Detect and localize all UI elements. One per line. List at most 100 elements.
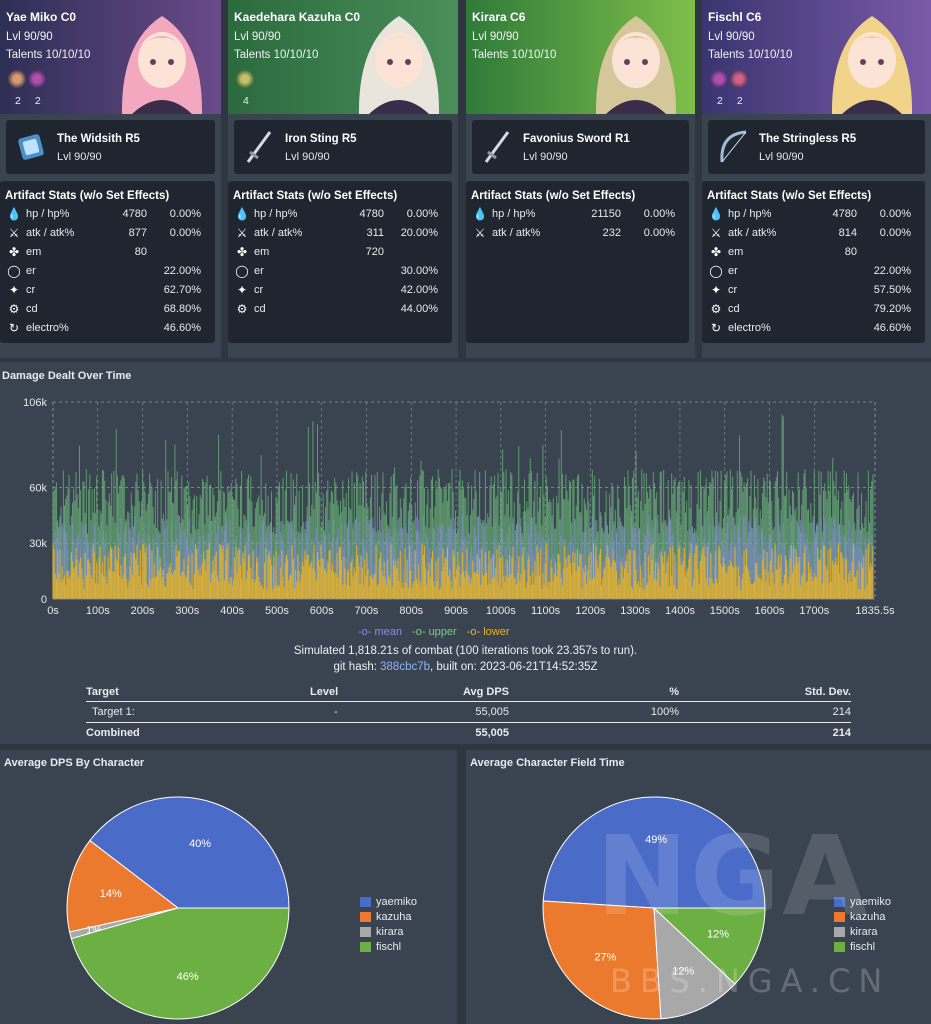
- artifact-set-count: 2: [34, 95, 41, 107]
- character-header: Kaedehara Kazuha C0 Lvl 90/90 Talents 10/1…: [228, 0, 458, 114]
- stat-row-hphp: 💧 hp / hp% 4780 0.00%: [708, 205, 919, 223]
- legend-label: kazuha: [376, 910, 412, 923]
- pie-slice-fischl: [70, 907, 290, 1020]
- character-portrait: [595, 16, 677, 114]
- stat-row-atkatk: ⚔ atk / atk% 232 0.00%: [472, 224, 683, 242]
- hp-drop-icon: 💧: [472, 207, 488, 221]
- weapon-name: Favonius Sword R1: [523, 133, 630, 145]
- legend-upper[interactable]: -o- upper: [412, 626, 457, 638]
- x-tick-label: 200s: [131, 605, 155, 617]
- character-portrait: [358, 16, 440, 114]
- pie-legend-item[interactable]: yaemiko: [834, 894, 891, 909]
- stat-row-er: ◯ er 22.00%: [6, 262, 209, 280]
- stat-row-hphp: 💧 hp / hp% 21150 0.00%: [472, 205, 683, 223]
- stat-label: er: [254, 265, 264, 277]
- stat-flat-value: 21150: [591, 208, 621, 220]
- stat-percent-value: 22.00%: [873, 265, 911, 277]
- character-column-1: Yae Miko C0 Lvl 90/90 Talents 10/10/10 2 2 Th…: [0, 0, 221, 358]
- pie-legend-item[interactable]: fischl: [360, 939, 417, 954]
- pie-slice-kirara: [653, 906, 736, 1020]
- pie-slice-kazuha: [542, 900, 662, 1020]
- stat-row-em: ✤ em 80: [708, 243, 919, 261]
- git-info: git hash: 388cbc7b, built on: 2023-06-21…: [0, 661, 931, 673]
- damage-chart-legend: -o- mean -o- upper -o- lower: [358, 626, 510, 638]
- pie-legend-item[interactable]: kirara: [834, 924, 891, 939]
- pie-legend-item[interactable]: kazuha: [360, 909, 417, 924]
- pie-legend-item[interactable]: kazuha: [834, 909, 891, 924]
- pie-legend-item[interactable]: kirara: [360, 924, 417, 939]
- dps-pie-chart: 40%14%1%46%: [66, 796, 290, 1020]
- legend-label: fischl: [376, 940, 402, 953]
- legend-label: kirara: [376, 925, 404, 938]
- stat-percent-value: 79.20%: [873, 303, 911, 315]
- git-hash-link[interactable]: 388cbc7b: [380, 661, 431, 673]
- stat-percent-value: 46.60%: [873, 322, 911, 334]
- weapon-name: The Stringless R5: [759, 133, 857, 145]
- crit-dmg-icon: ⚙: [236, 302, 248, 316]
- pie-slice-yaemiko: [89, 796, 290, 909]
- stat-percent-value: 44.00%: [400, 303, 438, 315]
- character-talents: Talents 10/10/10: [472, 49, 557, 61]
- legend-swatch: [360, 896, 371, 907]
- stat-label: cd: [728, 303, 740, 315]
- stat-row-cr: ✦ cr 62.70%: [6, 281, 209, 299]
- y-tick-label: 30k: [29, 538, 47, 550]
- built-on-text: , built on: 2023-06-21T14:52:35Z: [430, 661, 598, 673]
- x-tick-label: 700s: [355, 605, 379, 617]
- legend-swatch: [834, 926, 845, 937]
- artifact-set-icon: [730, 70, 748, 88]
- stat-flat-value: 4780: [359, 208, 384, 220]
- sim-summary: Simulated 1,818.21s of combat (100 itera…: [293, 645, 638, 657]
- stat-label: hp / hp%: [254, 208, 298, 220]
- pie-legend-item[interactable]: yaemiko: [360, 894, 417, 909]
- artifact-stats-title: Artifact Stats (w/o Set Effects): [5, 190, 170, 202]
- legend-swatch: [360, 941, 371, 952]
- artifact-stats-title: Artifact Stats (w/o Set Effects): [471, 190, 636, 202]
- dps-table: Target Level Avg DPS % Std. Dev. Target …: [86, 682, 851, 742]
- legend-label: yaemiko: [850, 895, 891, 908]
- th-std-dev: Std. Dev.: [804, 686, 851, 698]
- x-tick-label: 1000s: [486, 605, 516, 617]
- stat-label: er: [26, 265, 36, 277]
- th-level: Level: [310, 686, 339, 698]
- pie-legend-item[interactable]: fischl: [834, 939, 891, 954]
- sword-icon: ⚔: [710, 226, 722, 240]
- x-tick-label: 900s: [444, 605, 468, 617]
- character-header: Kirara C6 Lvl 90/90 Talents 10/10/10: [466, 0, 695, 114]
- td-percent: 100%: [650, 706, 679, 718]
- stat-label: em: [728, 246, 744, 258]
- x-tick-label: 1600s: [755, 605, 785, 617]
- stat-row-cd: ⚙ cd 79.20%: [708, 300, 919, 318]
- x-tick-label: 1100s: [531, 605, 561, 617]
- stat-label: atk / atk%: [728, 227, 777, 239]
- legend-lower[interactable]: -o- lower: [466, 626, 510, 638]
- x-tick-label: 1835.5s: [855, 605, 895, 617]
- character-name: Kirara C6: [472, 10, 526, 24]
- stat-label: hp / hp%: [26, 208, 70, 220]
- stat-row-electro: ↻ electro% 46.60%: [6, 319, 209, 337]
- artifact-set-icons: [710, 70, 748, 88]
- y-tick-label: 0: [41, 594, 47, 606]
- x-tick-label: 300s: [175, 605, 199, 617]
- em-atom-icon: ✤: [236, 245, 248, 259]
- stat-row-cr: ✦ cr 57.50%: [708, 281, 919, 299]
- stat-flat-value: 814: [838, 227, 857, 239]
- stat-label: atk / atk%: [492, 227, 541, 239]
- damage-over-time-panel: Damage Dealt Over Time 0 30k 60k 106k 0s 100s…: [0, 362, 931, 744]
- pie-label-kazuha: 27%: [594, 952, 616, 964]
- character-talents: Talents 10/10/10: [6, 49, 91, 61]
- stat-label: em: [26, 246, 42, 258]
- weapon-card: The Stringless R5 Lvl 90/90: [708, 120, 925, 174]
- character-talents: Talents 10/10/10: [708, 49, 793, 61]
- stat-percent-value: 0.00%: [879, 208, 911, 220]
- pie-slice-fischl: [652, 907, 766, 985]
- dps-pie-legend: yaemiko kazuha kirara fischl: [360, 894, 417, 954]
- stat-label: electro%: [728, 322, 771, 334]
- legend-mean[interactable]: -o- mean: [358, 626, 403, 638]
- stat-percent-value: 57.50%: [873, 284, 911, 296]
- td-combined: Combined: [86, 727, 140, 739]
- sword-weapon-icon: [484, 131, 510, 163]
- stat-flat-value: 877: [128, 227, 147, 239]
